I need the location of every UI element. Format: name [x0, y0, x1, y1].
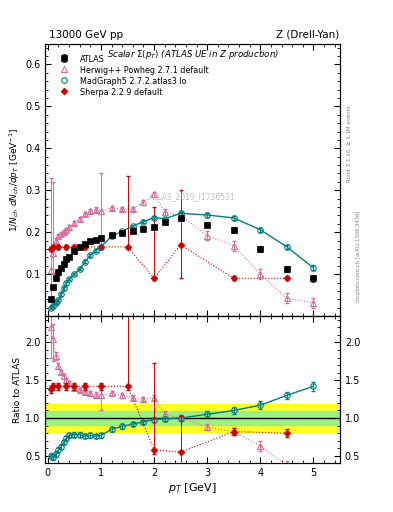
MadGraph5 2.7.2.atlas3 lo — [48, 305, 53, 311]
Herwig++ Powheg 2.7.1 default — [109, 205, 114, 211]
MadGraph5 2.7.2.atlas3 lo — [231, 215, 236, 221]
Herwig++ Powheg 2.7.1 default — [67, 224, 72, 230]
Line: Herwig++ Powheg 2.7.1 default: Herwig++ Powheg 2.7.1 default — [48, 191, 316, 306]
Text: mcplots.cern.ch [arXiv:1306.3436]: mcplots.cern.ch [arXiv:1306.3436] — [356, 210, 361, 302]
Sherpa 2.2.9 default — [99, 244, 103, 250]
MadGraph5 2.7.2.atlas3 lo — [258, 227, 263, 233]
Herwig++ Powheg 2.7.1 default — [178, 212, 183, 219]
MadGraph5 2.7.2.atlas3 lo — [59, 291, 64, 297]
Herwig++ Powheg 2.7.1 default — [64, 227, 69, 233]
MadGraph5 2.7.2.atlas3 lo — [141, 219, 146, 225]
Text: ATLAS_2019_I1736531: ATLAS_2019_I1736531 — [149, 191, 236, 201]
Sherpa 2.2.9 default — [125, 244, 130, 250]
Herwig++ Powheg 2.7.1 default — [152, 191, 156, 198]
Sherpa 2.2.9 default — [83, 244, 87, 250]
Herwig++ Powheg 2.7.1 default — [285, 295, 289, 302]
Herwig++ Powheg 2.7.1 default — [141, 199, 146, 205]
MadGraph5 2.7.2.atlas3 lo — [130, 223, 135, 229]
Text: Rivet 3.1.10, ≥ 3.1M events: Rivet 3.1.10, ≥ 3.1M events — [347, 105, 352, 182]
MadGraph5 2.7.2.atlas3 lo — [109, 233, 114, 240]
Herwig++ Powheg 2.7.1 default — [61, 229, 66, 236]
MadGraph5 2.7.2.atlas3 lo — [205, 212, 209, 218]
MadGraph5 2.7.2.atlas3 lo — [162, 216, 167, 222]
Herwig++ Powheg 2.7.1 default — [88, 208, 93, 215]
Herwig++ Powheg 2.7.1 default — [205, 232, 209, 239]
Sherpa 2.2.9 default — [64, 244, 69, 250]
Herwig++ Powheg 2.7.1 default — [53, 238, 58, 244]
Line: Sherpa 2.2.9 default: Sherpa 2.2.9 default — [48, 242, 289, 281]
MadGraph5 2.7.2.atlas3 lo — [51, 303, 55, 309]
Herwig++ Powheg 2.7.1 default — [120, 206, 125, 212]
Sherpa 2.2.9 default — [152, 275, 156, 282]
MadGraph5 2.7.2.atlas3 lo — [88, 252, 93, 259]
Line: MadGraph5 2.7.2.atlas3 lo: MadGraph5 2.7.2.atlas3 lo — [48, 210, 316, 310]
Herwig++ Powheg 2.7.1 default — [99, 208, 103, 215]
MadGraph5 2.7.2.atlas3 lo — [93, 248, 98, 254]
Herwig++ Powheg 2.7.1 default — [48, 267, 53, 273]
MadGraph5 2.7.2.atlas3 lo — [56, 297, 61, 303]
Text: Scalar $\Sigma(p_T)$ (ATLAS UE in $Z$ production): Scalar $\Sigma(p_T)$ (ATLAS UE in $Z$ pr… — [107, 48, 279, 60]
Sherpa 2.2.9 default — [51, 244, 55, 250]
Y-axis label: $1/N_{ch}$ $dN_{ch}/dp_T$ [GeV$^{-1}$]: $1/N_{ch}$ $dN_{ch}/dp_T$ [GeV$^{-1}$] — [8, 127, 22, 232]
MadGraph5 2.7.2.atlas3 lo — [99, 244, 103, 250]
Herwig++ Powheg 2.7.1 default — [130, 206, 135, 212]
Text: 13000 GeV pp: 13000 GeV pp — [49, 30, 123, 40]
MadGraph5 2.7.2.atlas3 lo — [311, 265, 316, 271]
MadGraph5 2.7.2.atlas3 lo — [67, 276, 72, 282]
Herwig++ Powheg 2.7.1 default — [77, 216, 82, 222]
Sherpa 2.2.9 default — [72, 244, 77, 250]
Sherpa 2.2.9 default — [178, 242, 183, 248]
MadGraph5 2.7.2.atlas3 lo — [77, 266, 82, 272]
MadGraph5 2.7.2.atlas3 lo — [178, 210, 183, 217]
Sherpa 2.2.9 default — [56, 244, 61, 250]
Herwig++ Powheg 2.7.1 default — [59, 231, 64, 238]
X-axis label: $p_T$ [GeV]: $p_T$ [GeV] — [168, 481, 217, 495]
Herwig++ Powheg 2.7.1 default — [93, 206, 98, 212]
MadGraph5 2.7.2.atlas3 lo — [72, 271, 77, 277]
Legend: ATLAS, Herwig++ Powheg 2.7.1 default, MadGraph5 2.7.2.atlas3 lo, Sherpa 2.2.9 de: ATLAS, Herwig++ Powheg 2.7.1 default, Ma… — [52, 53, 211, 98]
Text: Z (Drell-Yan): Z (Drell-Yan) — [275, 30, 339, 40]
Herwig++ Powheg 2.7.1 default — [83, 211, 87, 217]
MadGraph5 2.7.2.atlas3 lo — [64, 280, 69, 286]
Herwig++ Powheg 2.7.1 default — [231, 243, 236, 249]
Herwig++ Powheg 2.7.1 default — [72, 220, 77, 226]
Herwig++ Powheg 2.7.1 default — [162, 209, 167, 215]
Herwig++ Powheg 2.7.1 default — [258, 271, 263, 277]
Herwig++ Powheg 2.7.1 default — [51, 250, 55, 256]
Sherpa 2.2.9 default — [231, 275, 236, 282]
Y-axis label: Ratio to ATLAS: Ratio to ATLAS — [13, 357, 22, 423]
MadGraph5 2.7.2.atlas3 lo — [61, 285, 66, 291]
MadGraph5 2.7.2.atlas3 lo — [152, 215, 156, 221]
Sherpa 2.2.9 default — [285, 275, 289, 282]
Herwig++ Powheg 2.7.1 default — [56, 233, 61, 240]
MadGraph5 2.7.2.atlas3 lo — [53, 300, 58, 306]
MadGraph5 2.7.2.atlas3 lo — [285, 244, 289, 250]
MadGraph5 2.7.2.atlas3 lo — [120, 228, 125, 234]
Herwig++ Powheg 2.7.1 default — [311, 300, 316, 306]
MadGraph5 2.7.2.atlas3 lo — [83, 259, 87, 265]
Sherpa 2.2.9 default — [48, 246, 53, 252]
